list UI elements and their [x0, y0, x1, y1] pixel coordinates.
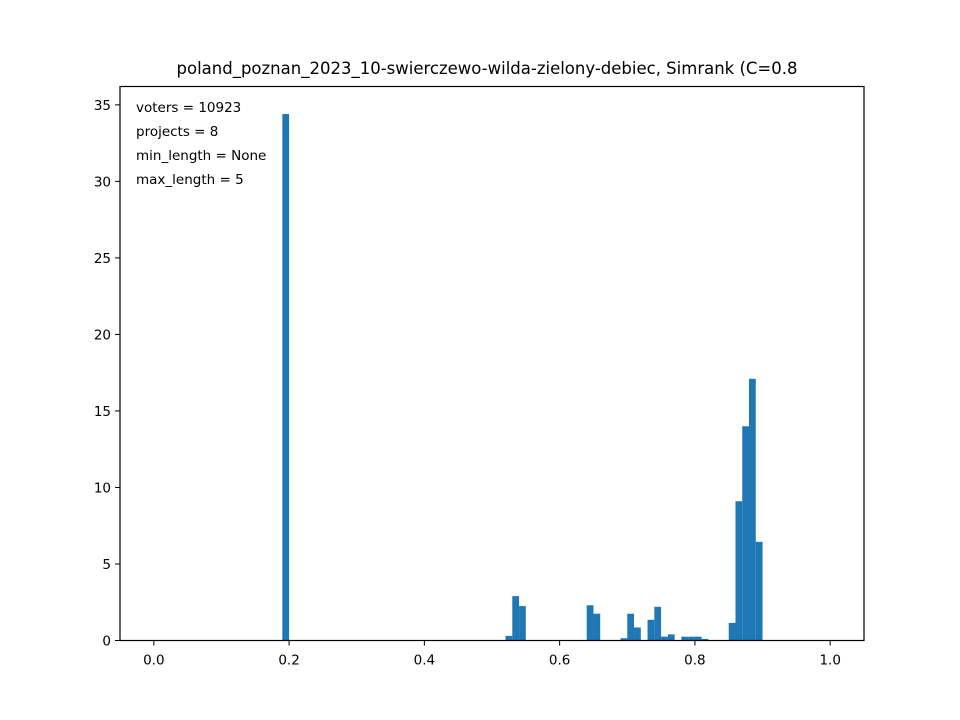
- histogram-bar: [755, 541, 763, 641]
- x-tick-label: 0.6: [549, 653, 570, 669]
- y-tick-label: 10: [94, 480, 111, 496]
- x-tick-label: 0.4: [414, 653, 435, 669]
- y-tick-label: 35: [94, 98, 111, 114]
- x-tick-label: 0.0: [143, 653, 164, 669]
- histogram-bar: [634, 627, 641, 641]
- histogram-bar: [681, 636, 689, 641]
- histogram-bar: [667, 634, 675, 641]
- x-axis: 0.0 0.2 0.4 0.6 0.8 1.0: [143, 640, 841, 669]
- annotation-line: max_length = 5: [136, 172, 244, 188]
- x-tick-label: 1.0: [819, 653, 840, 669]
- histogram-bar: [688, 636, 695, 641]
- histogram-bar: [701, 638, 709, 641]
- y-tick-label: 20: [94, 327, 111, 343]
- y-tick-label: 5: [102, 557, 111, 573]
- annotation-line: projects = 8: [136, 124, 218, 140]
- y-tick-label: 30: [94, 174, 111, 190]
- histogram-bar: [282, 114, 290, 641]
- histogram-bar: [586, 605, 594, 641]
- histogram-bar: [742, 426, 750, 641]
- histogram-bar: [694, 636, 702, 641]
- histogram-bar: [620, 638, 628, 641]
- histogram-bar: [728, 622, 736, 641]
- histogram-bar: [512, 596, 520, 641]
- y-axis: 0 5 10 15 20 25 30 35: [94, 98, 120, 650]
- stats-annotation: voters = 10923 projects = 8 min_length = N…: [136, 100, 266, 188]
- y-tick-label: 15: [94, 404, 111, 420]
- histogram-bar: [661, 636, 668, 641]
- x-tick-label: 0.2: [278, 653, 299, 669]
- histogram-bar: [647, 619, 655, 641]
- annotation-line: voters = 10923: [136, 100, 241, 116]
- histogram-bar: [627, 613, 635, 641]
- histogram-bar: [519, 606, 526, 641]
- chart-title: poland_poznan_2023_10-swierczewo-wilda-z…: [177, 59, 798, 79]
- y-tick-label: 0: [102, 634, 111, 650]
- histogram-bar: [735, 501, 743, 641]
- histogram-bar: [505, 635, 513, 641]
- bars-group: [282, 114, 763, 641]
- x-tick-label: 0.8: [684, 653, 705, 669]
- histogram-bar: [749, 378, 756, 641]
- histogram-bar: [593, 613, 601, 641]
- annotation-line: min_length = None: [136, 148, 266, 164]
- y-tick-label: 25: [94, 251, 111, 267]
- plot-frame: [119, 85, 865, 642]
- histogram-bar: [654, 606, 662, 641]
